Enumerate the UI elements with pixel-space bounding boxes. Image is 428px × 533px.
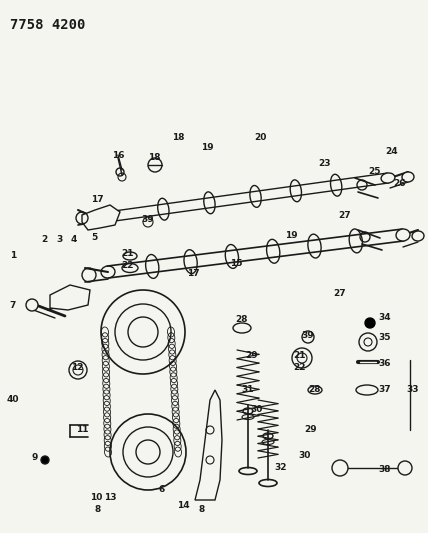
Text: 37: 37	[379, 385, 391, 394]
Text: 9: 9	[32, 454, 38, 463]
Text: 27: 27	[339, 211, 351, 220]
Text: 40: 40	[7, 395, 19, 405]
Text: 35: 35	[379, 334, 391, 343]
Text: 6: 6	[159, 486, 165, 495]
Text: 19: 19	[285, 230, 297, 239]
Text: 15: 15	[230, 259, 242, 268]
Text: 27: 27	[334, 288, 346, 297]
Circle shape	[332, 460, 348, 476]
Text: 16: 16	[112, 150, 124, 159]
Text: 8: 8	[95, 505, 101, 514]
Text: 20: 20	[254, 133, 266, 142]
Text: 23: 23	[319, 158, 331, 167]
Text: 38: 38	[379, 465, 391, 474]
Text: 25: 25	[369, 167, 381, 176]
Text: 3: 3	[57, 236, 63, 245]
Text: 32: 32	[275, 464, 287, 472]
Text: 17: 17	[91, 196, 103, 205]
Text: 7758 4200: 7758 4200	[10, 18, 85, 32]
Circle shape	[365, 318, 375, 328]
Circle shape	[110, 414, 186, 490]
Circle shape	[26, 299, 38, 311]
Ellipse shape	[233, 323, 251, 333]
Circle shape	[41, 456, 49, 464]
Ellipse shape	[396, 229, 410, 241]
Polygon shape	[50, 285, 90, 310]
Ellipse shape	[308, 386, 322, 394]
Circle shape	[398, 461, 412, 475]
Text: 17: 17	[187, 269, 199, 278]
Text: 18: 18	[172, 133, 184, 142]
Text: 24: 24	[386, 148, 398, 157]
Text: 28: 28	[309, 385, 321, 394]
Text: 7: 7	[10, 301, 16, 310]
Text: 29: 29	[305, 425, 317, 434]
Text: 8: 8	[199, 505, 205, 514]
Text: 29: 29	[246, 351, 259, 359]
Text: 26: 26	[394, 179, 406, 188]
Text: 19: 19	[201, 142, 213, 151]
Text: 22: 22	[122, 261, 134, 270]
Text: 31: 31	[242, 385, 254, 394]
Text: 1: 1	[10, 251, 16, 260]
Ellipse shape	[402, 172, 414, 182]
Text: 10: 10	[90, 492, 102, 502]
Text: 2: 2	[41, 236, 47, 245]
Text: 4: 4	[71, 236, 77, 245]
Text: 12: 12	[71, 364, 83, 373]
Text: 13: 13	[104, 492, 116, 502]
Text: 14: 14	[177, 502, 189, 511]
Text: 39: 39	[302, 330, 314, 340]
Text: 5: 5	[91, 232, 97, 241]
Polygon shape	[195, 390, 222, 500]
Circle shape	[292, 348, 312, 368]
Text: 21: 21	[294, 351, 306, 359]
Text: 11: 11	[76, 425, 88, 434]
Text: 30: 30	[251, 406, 263, 415]
Text: 33: 33	[407, 385, 419, 394]
Text: 39: 39	[142, 215, 155, 224]
Ellipse shape	[381, 173, 395, 183]
Ellipse shape	[412, 231, 424, 241]
Polygon shape	[82, 205, 120, 230]
Circle shape	[101, 290, 185, 374]
Text: 34: 34	[379, 313, 391, 322]
Text: 30: 30	[299, 451, 311, 461]
Text: 28: 28	[236, 316, 248, 325]
Text: 22: 22	[294, 362, 306, 372]
Text: 18: 18	[148, 154, 160, 163]
Text: 36: 36	[379, 359, 391, 367]
Text: 21: 21	[122, 248, 134, 257]
